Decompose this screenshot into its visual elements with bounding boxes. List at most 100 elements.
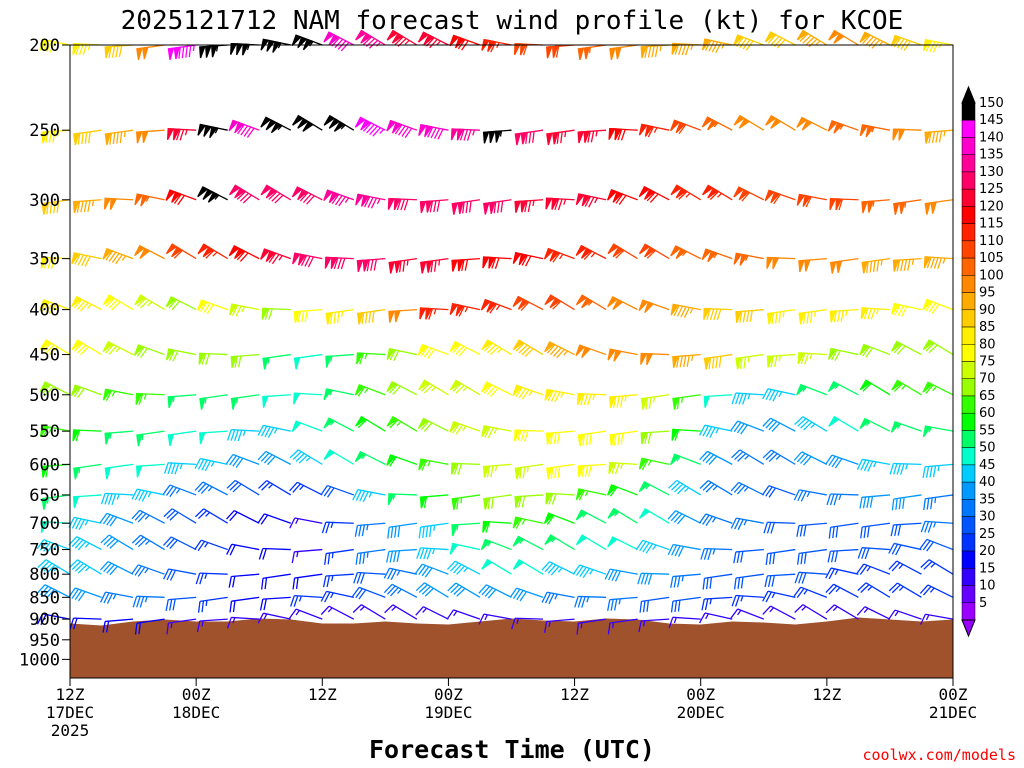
barb-full xyxy=(796,453,806,463)
barb-half xyxy=(901,384,907,390)
barb-pennant xyxy=(482,465,490,478)
wind-barb xyxy=(922,381,954,396)
barb-full xyxy=(226,510,235,520)
wind-barb xyxy=(796,193,827,208)
wind-barb xyxy=(699,424,733,438)
barb-full xyxy=(619,395,624,408)
barb-full xyxy=(304,310,308,323)
wind-barb xyxy=(226,543,260,556)
barb-half xyxy=(933,521,937,528)
wind-barb xyxy=(640,430,670,445)
barb-full xyxy=(437,128,444,140)
barb-full xyxy=(261,481,271,491)
barb-pennant xyxy=(772,257,780,270)
wind-barb xyxy=(230,42,260,56)
barb-full xyxy=(867,525,870,538)
barb-half xyxy=(463,567,469,573)
barb-half xyxy=(592,394,596,400)
barb-shaft xyxy=(641,618,670,622)
barb-pennant xyxy=(354,450,367,463)
barb-full xyxy=(715,356,719,369)
barb-pennant xyxy=(328,191,340,204)
x-tick-label: 2025 xyxy=(51,721,90,740)
wind-barb xyxy=(731,449,765,465)
wind-barb xyxy=(291,548,323,564)
wind-barb xyxy=(258,547,291,560)
barb-pennant xyxy=(486,301,497,313)
barb-full xyxy=(900,259,904,272)
barb-full xyxy=(553,347,562,357)
barb-full xyxy=(263,454,273,464)
barb-half xyxy=(453,610,458,617)
barb-full xyxy=(711,357,715,369)
wind-barb xyxy=(638,243,670,260)
barb-full xyxy=(111,493,117,505)
barb-full xyxy=(373,259,378,271)
barb-full xyxy=(776,39,786,49)
barb-full xyxy=(88,131,91,144)
colorbar: 1501451401351301251201151101051009590858… xyxy=(961,85,1004,638)
barb-pennant xyxy=(835,198,843,211)
barb-pennant xyxy=(136,47,143,61)
barb-shaft xyxy=(231,596,260,602)
wind-barb xyxy=(827,548,859,563)
barb-full xyxy=(199,573,204,585)
barb-full xyxy=(497,201,500,213)
barb-full xyxy=(267,455,276,466)
wind-barb xyxy=(699,450,733,466)
barb-half xyxy=(865,420,871,427)
barb-full xyxy=(201,600,205,613)
wind-barb xyxy=(71,295,102,312)
y-tick-label: 550 xyxy=(29,422,60,442)
wind-barb xyxy=(291,186,323,205)
barb-pennant xyxy=(419,261,427,274)
barb-full xyxy=(670,576,674,588)
barb-half xyxy=(866,566,871,572)
wind-barb xyxy=(451,199,481,215)
barb-full xyxy=(825,583,835,594)
barb-full xyxy=(306,195,315,205)
barb-full xyxy=(762,605,772,615)
wind-barb xyxy=(41,129,71,144)
wind-barb xyxy=(447,582,481,598)
wind-barb xyxy=(575,193,607,208)
wind-barb xyxy=(513,429,544,442)
barb-full xyxy=(246,127,255,138)
barb-shaft xyxy=(739,449,765,465)
barb-full xyxy=(895,498,898,510)
barb-full xyxy=(237,124,245,135)
barb-shaft xyxy=(926,538,954,551)
barb-full xyxy=(871,39,881,49)
barb-full xyxy=(876,260,880,272)
barb-pennant xyxy=(638,457,648,470)
barb-full xyxy=(138,490,145,502)
barb-full xyxy=(263,598,267,611)
wind-barb xyxy=(730,481,765,496)
barb-pennant xyxy=(418,458,427,471)
barb-pennant xyxy=(104,132,112,146)
barb-full xyxy=(173,249,183,259)
wind-barb xyxy=(68,516,102,531)
wind-barb xyxy=(793,451,828,466)
barb-full xyxy=(828,455,836,467)
wind-barb xyxy=(670,245,702,260)
barb-full xyxy=(179,129,185,141)
barb-half xyxy=(582,512,588,518)
barb-full xyxy=(299,192,309,202)
barb-full xyxy=(711,41,719,53)
barb-shaft xyxy=(389,567,418,575)
wind-barb xyxy=(73,129,102,146)
wind-barb xyxy=(386,29,418,47)
barb-full xyxy=(258,480,268,489)
wind-barb xyxy=(514,199,544,213)
barb-half xyxy=(747,356,750,363)
barb-shaft xyxy=(735,594,764,598)
barb-half xyxy=(863,607,869,614)
barb-full xyxy=(194,508,205,518)
barb-full xyxy=(338,196,346,207)
barb-pennant xyxy=(104,432,112,445)
barb-pennant xyxy=(859,31,871,43)
barb-full xyxy=(486,344,497,354)
barb-full xyxy=(178,47,181,59)
wind-barb xyxy=(196,299,228,315)
